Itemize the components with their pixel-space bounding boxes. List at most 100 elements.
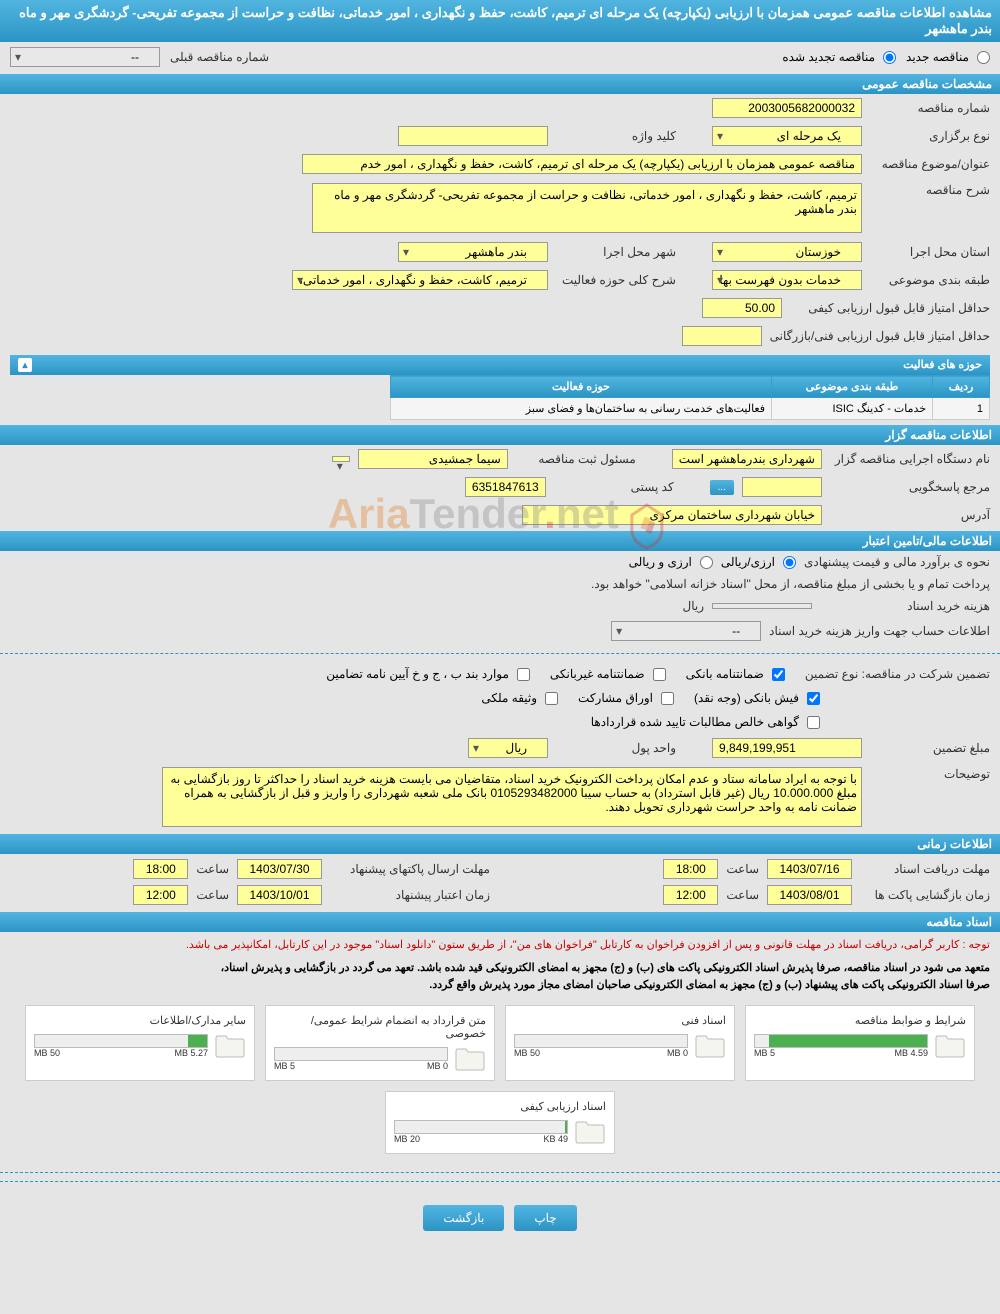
desc-field[interactable]: ترمیم، کاشت، حفظ و نگهداری ، امور خدماتی…	[312, 183, 862, 233]
doc-title: شرایط و ضوابط مناقصه	[754, 1014, 966, 1027]
section-time: اطلاعات زمانی	[0, 834, 1000, 854]
address-label: آدرس	[830, 508, 990, 522]
doc-total: 5 MB	[754, 1048, 775, 1058]
subject-field[interactable]: مناقصه عمومی همزمان با ارزیابی (یکپارچه)…	[302, 154, 862, 174]
contact-field[interactable]	[742, 477, 822, 497]
account-label: اطلاعات حساب جهت واریز هزینه خرید اسناد	[769, 624, 990, 638]
doc-box[interactable]: اسناد ارزیابی کیفی 49 KB20 MB	[385, 1091, 615, 1154]
exec-label: نام دستگاه اجرایی مناقصه گزار	[830, 452, 990, 466]
registrar-label: مسئول ثبت مناقصه	[516, 452, 636, 466]
cb-cash[interactable]: فیش بانکی (وجه نقد)	[694, 691, 820, 705]
currency-unit-dropdown[interactable]: ریال	[468, 738, 548, 758]
cb-property[interactable]: وثیقه ملکی	[481, 691, 558, 705]
doc-used: 0 MB	[427, 1061, 448, 1071]
prev-tender-dropdown[interactable]: --	[10, 47, 160, 67]
print-button[interactable]: چاپ	[514, 1205, 576, 1231]
section-general: مشخصات مناقصه عمومی	[0, 74, 1000, 94]
category-label: طبقه بندی موضوعی	[870, 273, 990, 287]
tender-no-label: شماره مناقصه	[870, 101, 990, 115]
keyword-field[interactable]	[398, 126, 548, 146]
th-row: ردیف	[933, 376, 990, 398]
cell-scope: فعالیت‌های خدمت رسانی به ساختمان‌ها و فض…	[391, 398, 772, 420]
collapse-icon[interactable]: ▴	[18, 358, 32, 372]
city-label: شهر محل اجرا	[556, 245, 676, 259]
folder-icon	[214, 1033, 246, 1059]
doc-total: 50 MB	[34, 1048, 60, 1058]
time-label-3: ساعت	[196, 862, 229, 876]
doc-title: اسناد ارزیابی کیفی	[394, 1100, 606, 1113]
renewed-tender-radio[interactable]: مناقصه تجدید شده	[782, 50, 896, 64]
activity-table-title-text: حوزه های فعالیت	[903, 358, 982, 372]
back-button[interactable]: بازگشت	[423, 1205, 504, 1231]
cb-net[interactable]: گواهی خالص مطالبات تایید شده قراردادها	[591, 715, 820, 729]
activity-table: ردیف طبقه بندی موضوعی حوزه فعالیت 1 خدما…	[390, 375, 990, 420]
progress-bar	[274, 1047, 448, 1061]
section-financial: اطلاعات مالی/تامین اعتبار	[0, 531, 1000, 551]
province-label: استان محل اجرا	[870, 245, 990, 259]
category-dropdown[interactable]: خدمات بدون فهرست بها	[712, 270, 862, 290]
type-dropdown[interactable]: یک مرحله ای	[712, 126, 862, 146]
keyword-label: کلید واژه	[556, 129, 676, 143]
doc-title: متن قرارداد به انضمام شرایط عمومی/خصوصی	[274, 1014, 486, 1040]
folder-icon	[934, 1033, 966, 1059]
time-label-4: ساعت	[196, 888, 229, 902]
th-scope: حوزه فعالیت	[391, 376, 772, 398]
address-field: خیابان شهرداری ساختمان مرکزی	[522, 505, 822, 525]
activity-table-title: حوزه های فعالیت ▴	[10, 355, 990, 375]
notes-field[interactable]: با توجه به ایراد سامانه ستاد و عدم امکان…	[162, 767, 862, 827]
new-tender-label: مناقصه جدید	[906, 50, 969, 64]
desc-label: شرح مناقصه	[870, 183, 990, 233]
table-row: 1 خدمات - کدینگ ISIC فعالیت‌های خدمت رسا…	[391, 398, 990, 420]
account-dropdown[interactable]: --	[611, 621, 761, 641]
progress-bar	[754, 1034, 928, 1048]
doc-title: اسناد فنی	[514, 1014, 726, 1027]
docs-note-black1: متعهد می شود در اسناد مناقصه، صرفا پذیرش…	[0, 960, 1000, 978]
min-tech-field[interactable]	[682, 326, 762, 346]
cb-bank-guarantee[interactable]: ضمانتنامه بانکی	[686, 667, 785, 681]
city-dropdown[interactable]: بندر ماهشهر	[398, 242, 548, 262]
doc-box[interactable]: سایر مدارک/اطلاعات 5.27 MB50 MB	[25, 1005, 255, 1081]
activity-scope-dropdown[interactable]: ترمیم، کاشت، حفظ و نگهداری ، امور خدماتی…	[292, 270, 548, 290]
doc-box[interactable]: اسناد فنی 0 MB50 MB	[505, 1005, 735, 1081]
registrar-dropdown[interactable]	[332, 456, 350, 462]
validity-date: 1403/10/01	[237, 885, 322, 905]
time-label-2: ساعت	[726, 888, 759, 902]
doc-cost-unit: ریال	[584, 599, 704, 613]
min-qual-field[interactable]: 50.00	[702, 298, 782, 318]
doc-deadline-date: 1403/07/16	[767, 859, 852, 879]
exec-field: شهرداری بندرماهشهر است	[672, 449, 822, 469]
cb-bonds[interactable]: اوراق مشارکت	[578, 691, 674, 705]
guarantee-amount-field[interactable]: 9,849,199,951	[712, 738, 862, 758]
currency-label: ارزی و ریالی	[629, 555, 692, 569]
doc-deadline-time: 18:00	[663, 859, 718, 879]
doc-box[interactable]: شرایط و ضوابط مناقصه 4.59 MB5 MB	[745, 1005, 975, 1081]
doc-used: 49 KB	[543, 1134, 568, 1144]
page-title-bar: مشاهده اطلاعات مناقصه عمومی همزمان با ار…	[0, 0, 1000, 42]
doc-deadline-label: مهلت دریافت اسناد	[860, 862, 990, 876]
contact-browse-button[interactable]: ...	[710, 480, 734, 495]
prev-tender-label: شماره مناقصه قبلی	[170, 50, 269, 64]
contact-label: مرجع پاسخگویی	[830, 480, 990, 494]
min-qual-label: حداقل امتیاز قابل قبول ارزیابی کیفی	[790, 301, 990, 315]
rial-radio[interactable]: ارزی/ریالی	[721, 555, 796, 569]
doc-box[interactable]: متن قرارداد به انضمام شرایط عمومی/خصوصی …	[265, 1005, 495, 1081]
proposal-deadline-date: 1403/07/30	[237, 859, 322, 879]
new-tender-radio[interactable]: مناقصه جدید	[906, 50, 990, 64]
proposal-deadline-label: مهلت ارسال پاکتهای پیشنهاد	[330, 862, 490, 876]
province-dropdown[interactable]: خوزستان	[712, 242, 862, 262]
currency-radio[interactable]: ارزی و ریالی	[629, 555, 713, 569]
cb-nonbank-guarantee[interactable]: ضمانتنامه غیربانکی	[550, 667, 666, 681]
validity-time: 12:00	[133, 885, 188, 905]
progress-bar	[34, 1034, 208, 1048]
doc-used: 0 MB	[667, 1048, 688, 1058]
currency-unit-label: واحد پول	[556, 741, 676, 755]
guarantee-amount-label: مبلغ تضمین	[870, 741, 990, 755]
renewed-tender-label: مناقصه تجدید شده	[782, 50, 875, 64]
payment-note: پرداخت تمام و یا بخشی از مبلغ مناقصه، از…	[591, 577, 990, 591]
cb-pledge-cases[interactable]: موارد بند ب ، ج و خ آیین نامه تضامین	[326, 667, 530, 681]
proposal-deadline-time: 18:00	[133, 859, 188, 879]
doc-cost-field[interactable]	[712, 603, 812, 609]
cell-cat: خدمات - کدینگ ISIC	[771, 398, 932, 420]
estimate-label: نحوه ی برآورد مالی و قیمت پیشنهادی	[804, 555, 990, 569]
doc-used: 5.27 MB	[174, 1048, 208, 1058]
